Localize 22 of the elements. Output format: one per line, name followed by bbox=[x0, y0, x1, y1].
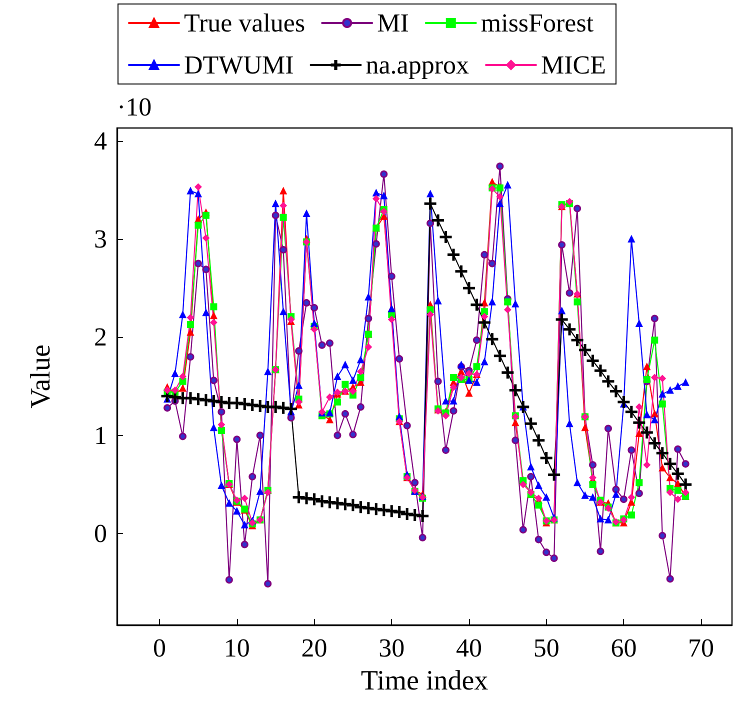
text: ·10 bbox=[117, 92, 152, 122]
x-axis-title: Time index bbox=[360, 666, 488, 696]
y-axis-title: Value bbox=[26, 344, 56, 408]
y-tick-label: 0 bbox=[94, 519, 107, 548]
x-tick-label: 60 bbox=[610, 634, 637, 662]
legend-label: MI bbox=[377, 8, 409, 38]
x-tick-label: 40 bbox=[456, 634, 482, 662]
x-tick-label: 50 bbox=[533, 634, 560, 662]
legend-label: na.approx bbox=[366, 50, 470, 80]
legend-label: missForest bbox=[480, 8, 594, 38]
x-tick-label: 70 bbox=[688, 634, 714, 662]
x-tick-label: 30 bbox=[378, 634, 405, 662]
x-tick-label: 20 bbox=[301, 634, 328, 662]
x-tick-label: 0 bbox=[153, 634, 166, 662]
legend-label: MICE bbox=[540, 50, 606, 80]
y-tick-label: 3 bbox=[94, 224, 107, 254]
legend-label: DTWUMI bbox=[184, 50, 294, 80]
y-tick-label: 2 bbox=[94, 322, 107, 352]
x-tick-label: 10 bbox=[224, 634, 250, 662]
y-tick-label: 4 bbox=[94, 126, 107, 156]
y-tick-label: 1 bbox=[94, 420, 107, 450]
legend-label: True values bbox=[184, 8, 306, 38]
